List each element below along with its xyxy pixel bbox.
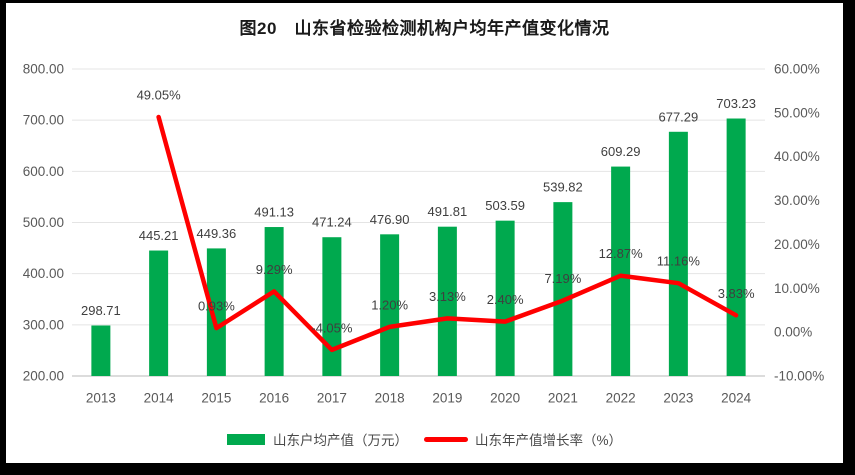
bar-2014 <box>149 250 169 376</box>
bar-value-label: 491.13 <box>254 205 294 220</box>
bar-2024 <box>726 118 746 377</box>
bar-value-label: 609.29 <box>601 144 641 159</box>
y-axis-left-tick-label: 800.00 <box>23 62 64 77</box>
bar-value-label: 449.36 <box>196 226 236 241</box>
bar-value-label: 476.90 <box>370 212 410 227</box>
x-axis-tick-label: 2024 <box>721 391 752 406</box>
bar-2013 <box>91 325 111 376</box>
bar-value-label: 703.23 <box>716 96 756 111</box>
y-axis-right-tick-label: 0.00% <box>774 325 812 340</box>
bar-2015 <box>206 248 226 376</box>
bar-2018 <box>380 234 400 376</box>
y-axis-right-tick-label: 40.00% <box>774 149 820 164</box>
y-axis-left-tick-label: 200.00 <box>23 369 64 384</box>
bar-2022 <box>611 166 631 376</box>
x-axis-tick-label: 2015 <box>201 391 231 406</box>
legend-label-line-series: 山东年产值增长率（%） <box>474 433 622 448</box>
bar-value-label: 503.59 <box>485 198 525 213</box>
x-axis-tick-label: 2014 <box>144 391 175 406</box>
bar-2020 <box>495 220 515 376</box>
y-axis-right-tick-label: -10.00% <box>774 369 824 384</box>
bar-value-label: 298.71 <box>81 303 121 318</box>
growth-rate-value-label: 7.19% <box>544 271 581 286</box>
growth-rate-line <box>156 114 739 353</box>
bar-value-label: 471.24 <box>312 215 352 230</box>
x-axis-tick-label: 2016 <box>259 391 289 406</box>
bar-2017 <box>322 237 342 376</box>
growth-rate-value-label: 2.40% <box>487 292 524 307</box>
growth-rate-value-label: 12.87% <box>599 246 644 261</box>
x-axis-tick-label: 2020 <box>490 391 520 406</box>
bar-value-label: 539.82 <box>543 180 583 195</box>
growth-rate-value-label: 3.13% <box>429 289 466 304</box>
x-axis-tick-label: 2019 <box>432 391 462 406</box>
bar-value-label: 677.29 <box>658 109 698 124</box>
bar-2016 <box>264 227 284 376</box>
y-axis-right-tick-label: 60.00% <box>774 62 820 77</box>
bar-2021 <box>553 202 573 376</box>
bar-series-swatch-icon <box>226 433 265 445</box>
growth-rate-value-label: -4.05% <box>311 320 353 335</box>
chart-page: 图20 山东省检验检测机构户均年产值变化情况 800.00 700.00 600.0… <box>6 3 843 463</box>
growth-rate-value-label: 1.20% <box>371 297 408 312</box>
bar-2023 <box>668 131 688 376</box>
y-axis-right-tick-label: 30.00% <box>774 193 820 208</box>
bar-value-label: 445.21 <box>139 228 179 243</box>
x-axis-tick-label: 2018 <box>375 391 405 406</box>
growth-rate-value-label: 11.16% <box>657 254 701 269</box>
x-axis-tick-label: 2021 <box>548 391 578 406</box>
y-axis-right-tick-label: 50.00% <box>774 105 820 120</box>
growth-rate-value-label: 9.29% <box>256 262 293 277</box>
y-axis-left-tick-label: 700.00 <box>23 113 64 128</box>
legend-item-bar-series: 山东户均产值（万元） <box>226 429 408 449</box>
y-axis-left-tick-label: 600.00 <box>23 164 64 179</box>
y-axis-left-tick-label: 400.00 <box>23 266 64 281</box>
legend-item-line-series: 山东年产值增长率（%） <box>423 429 622 449</box>
combo-chart: 800.00 700.00 600.00 500.00 400.00 300.00 200.… <box>23 62 825 406</box>
chart-title: 图20 山东省检验检测机构户均年产值变化情况 <box>239 19 610 38</box>
bar-value-label: 491.81 <box>427 204 467 219</box>
growth-rate-value-label: 49.05% <box>137 88 182 103</box>
x-axis-tick-label: 2013 <box>86 391 116 406</box>
line-series-swatch-icon <box>423 436 468 442</box>
legend-label-bar-series: 山东户均产值（万元） <box>272 433 408 448</box>
x-axis-tick-label: 2017 <box>317 391 347 406</box>
y-axis-left-tick-label: 500.00 <box>23 215 64 230</box>
growth-rate-value-label: 3.83% <box>718 286 755 301</box>
y-axis-left-tick-label: 300.00 <box>23 317 64 332</box>
x-axis-tick-label: 2023 <box>663 391 693 406</box>
chart-legend: 山东户均产值（万元） 山东年产值增长率（%） <box>6 427 843 451</box>
y-axis-right-tick-label: 10.00% <box>774 281 820 296</box>
x-axis-tick-label: 2022 <box>606 391 636 406</box>
growth-rate-value-label: 0.93% <box>198 299 235 314</box>
y-axis-right-tick-label: 20.00% <box>774 237 820 252</box>
bar-2019 <box>437 226 457 376</box>
